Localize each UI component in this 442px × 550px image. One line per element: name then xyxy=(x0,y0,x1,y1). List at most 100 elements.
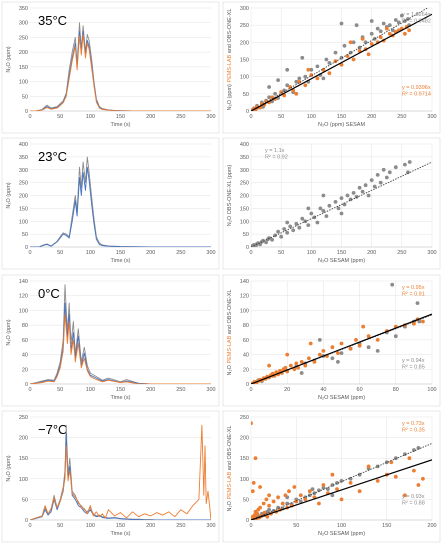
chart-frame xyxy=(222,1,441,134)
data-point-orange xyxy=(412,321,416,326)
data-point-grey xyxy=(297,225,302,230)
data-point-orange xyxy=(339,341,344,346)
y-tick-label: 350 xyxy=(240,155,249,161)
data-point-grey xyxy=(407,160,412,164)
y-tick-label: 250 xyxy=(19,415,28,421)
x-tick-label: 150 xyxy=(116,387,125,393)
x-tick-label: 300 xyxy=(206,250,215,256)
data-point-grey xyxy=(415,301,420,305)
y-tick-label: 300 xyxy=(240,168,249,174)
x-tick-label: 50 xyxy=(293,523,299,529)
trendline-black xyxy=(251,459,432,520)
y-tick-label: 400 xyxy=(240,142,249,148)
x-tick-label: 50 xyxy=(278,114,284,120)
x-tick-label: 250 xyxy=(397,250,406,256)
data-point-orange xyxy=(288,363,293,368)
data-point-orange xyxy=(251,421,253,426)
y-axis-title-part: N₂O xyxy=(227,500,233,512)
data-point-orange xyxy=(303,83,308,88)
trendline-equation: R² = 0.88 xyxy=(402,501,425,507)
data-point-grey xyxy=(387,170,392,175)
data-point-grey xyxy=(372,184,377,189)
data-point-grey xyxy=(375,173,380,177)
y-tick-label: 40 xyxy=(22,353,28,359)
data-point-grey xyxy=(339,351,344,355)
y-tick-label: 100 xyxy=(240,308,249,314)
y-tick-label: 200 xyxy=(19,436,28,442)
data-point-grey xyxy=(306,206,311,211)
data-point-orange xyxy=(366,464,371,469)
data-point-orange xyxy=(280,501,285,506)
x-tick-label: 150 xyxy=(337,250,346,256)
x-tick-label: 0 xyxy=(249,523,252,529)
x-tick-label: 200 xyxy=(367,250,376,256)
data-point-grey xyxy=(310,487,315,491)
y-axis-title: N₂O (ppm) xyxy=(6,319,12,345)
x-tick-label: 300 xyxy=(427,114,436,120)
y-tick-label: 20 xyxy=(243,367,249,373)
data-point-orange xyxy=(351,57,356,62)
data-point-grey xyxy=(366,193,371,198)
y-axis-title: N₂O (ppm) xyxy=(6,182,12,208)
trendline-grey xyxy=(251,442,432,520)
x-tick-label: 150 xyxy=(116,250,125,256)
x-tick-label: 80 xyxy=(393,387,399,393)
y-tick-label: 0 xyxy=(25,518,28,524)
temperature-label: 23°C xyxy=(38,149,67,164)
data-point-grey xyxy=(369,19,374,23)
y-tick-label: 100 xyxy=(19,219,28,225)
trendline-equation: y = 0.93x xyxy=(402,494,425,500)
data-point-grey xyxy=(333,50,338,55)
trendline-equation: R² = 0.91 xyxy=(402,292,425,298)
data-point-grey xyxy=(276,229,280,234)
y-tick-label: 100 xyxy=(240,219,249,225)
x-tick-label: 100 xyxy=(337,523,346,529)
data-point-grey xyxy=(393,18,398,22)
data-point-grey xyxy=(327,61,332,65)
x-tick-label: 100 xyxy=(86,387,95,393)
y-axis-title: N₂O (ppm) PEMS-LAB and OBS-ONE-XL xyxy=(227,9,233,111)
x-axis-title: Time (s) xyxy=(111,531,131,537)
y-tick-label: 250 xyxy=(240,181,249,187)
x-tick-label: 300 xyxy=(427,250,436,256)
data-point-grey xyxy=(330,493,335,498)
y-tick-label: 400 xyxy=(19,142,28,148)
series-line-grey xyxy=(30,424,211,520)
x-tick-label: 50 xyxy=(278,250,284,256)
data-point-orange xyxy=(361,324,366,329)
data-point-orange xyxy=(354,338,358,342)
y-axis-title-rest: and OBS-ONE-XL xyxy=(227,9,233,55)
data-point-grey xyxy=(285,230,290,235)
x-axis-title: Time (s) xyxy=(111,122,131,128)
data-point-grey xyxy=(345,193,350,198)
plot-area xyxy=(251,421,432,520)
ts23-chart: 0 50 100 150 200 250 300 350 400 0 50 100 150 200 250 3… xyxy=(1,137,220,270)
data-point-grey xyxy=(393,334,398,339)
data-point-orange xyxy=(294,499,299,504)
x-axis-title: Time (s) xyxy=(111,258,131,264)
y-tick-label: 0 xyxy=(246,382,249,388)
data-point-orange xyxy=(267,493,271,498)
data-point-grey xyxy=(387,23,392,28)
data-point-orange xyxy=(416,483,421,487)
trendline-black xyxy=(251,313,432,384)
data-point-grey xyxy=(357,45,362,50)
data-point-grey xyxy=(381,167,386,172)
data-point-orange xyxy=(421,319,425,324)
data-point-grey xyxy=(375,349,380,353)
y-tick-label: 40 xyxy=(243,353,249,359)
data-point-orange xyxy=(348,40,353,45)
y-axis-title-rest: and OBS-ONE-XL xyxy=(227,290,233,336)
data-point-grey xyxy=(333,200,338,204)
y-tick-label: 200 xyxy=(240,436,249,442)
data-point-orange xyxy=(283,365,288,370)
y-tick-label: 120 xyxy=(240,294,249,300)
y-tick-label: 100 xyxy=(19,80,28,86)
x-tick-label: 0 xyxy=(249,114,252,120)
y-tick-label: 120 xyxy=(19,294,28,300)
data-point-grey xyxy=(299,371,304,375)
y-axis-title: N₂O OBS-ONE-XL (ppm) xyxy=(227,165,233,227)
plot-area xyxy=(251,282,432,384)
data-point-grey xyxy=(381,21,386,26)
y-tick-label: 100 xyxy=(19,308,28,314)
